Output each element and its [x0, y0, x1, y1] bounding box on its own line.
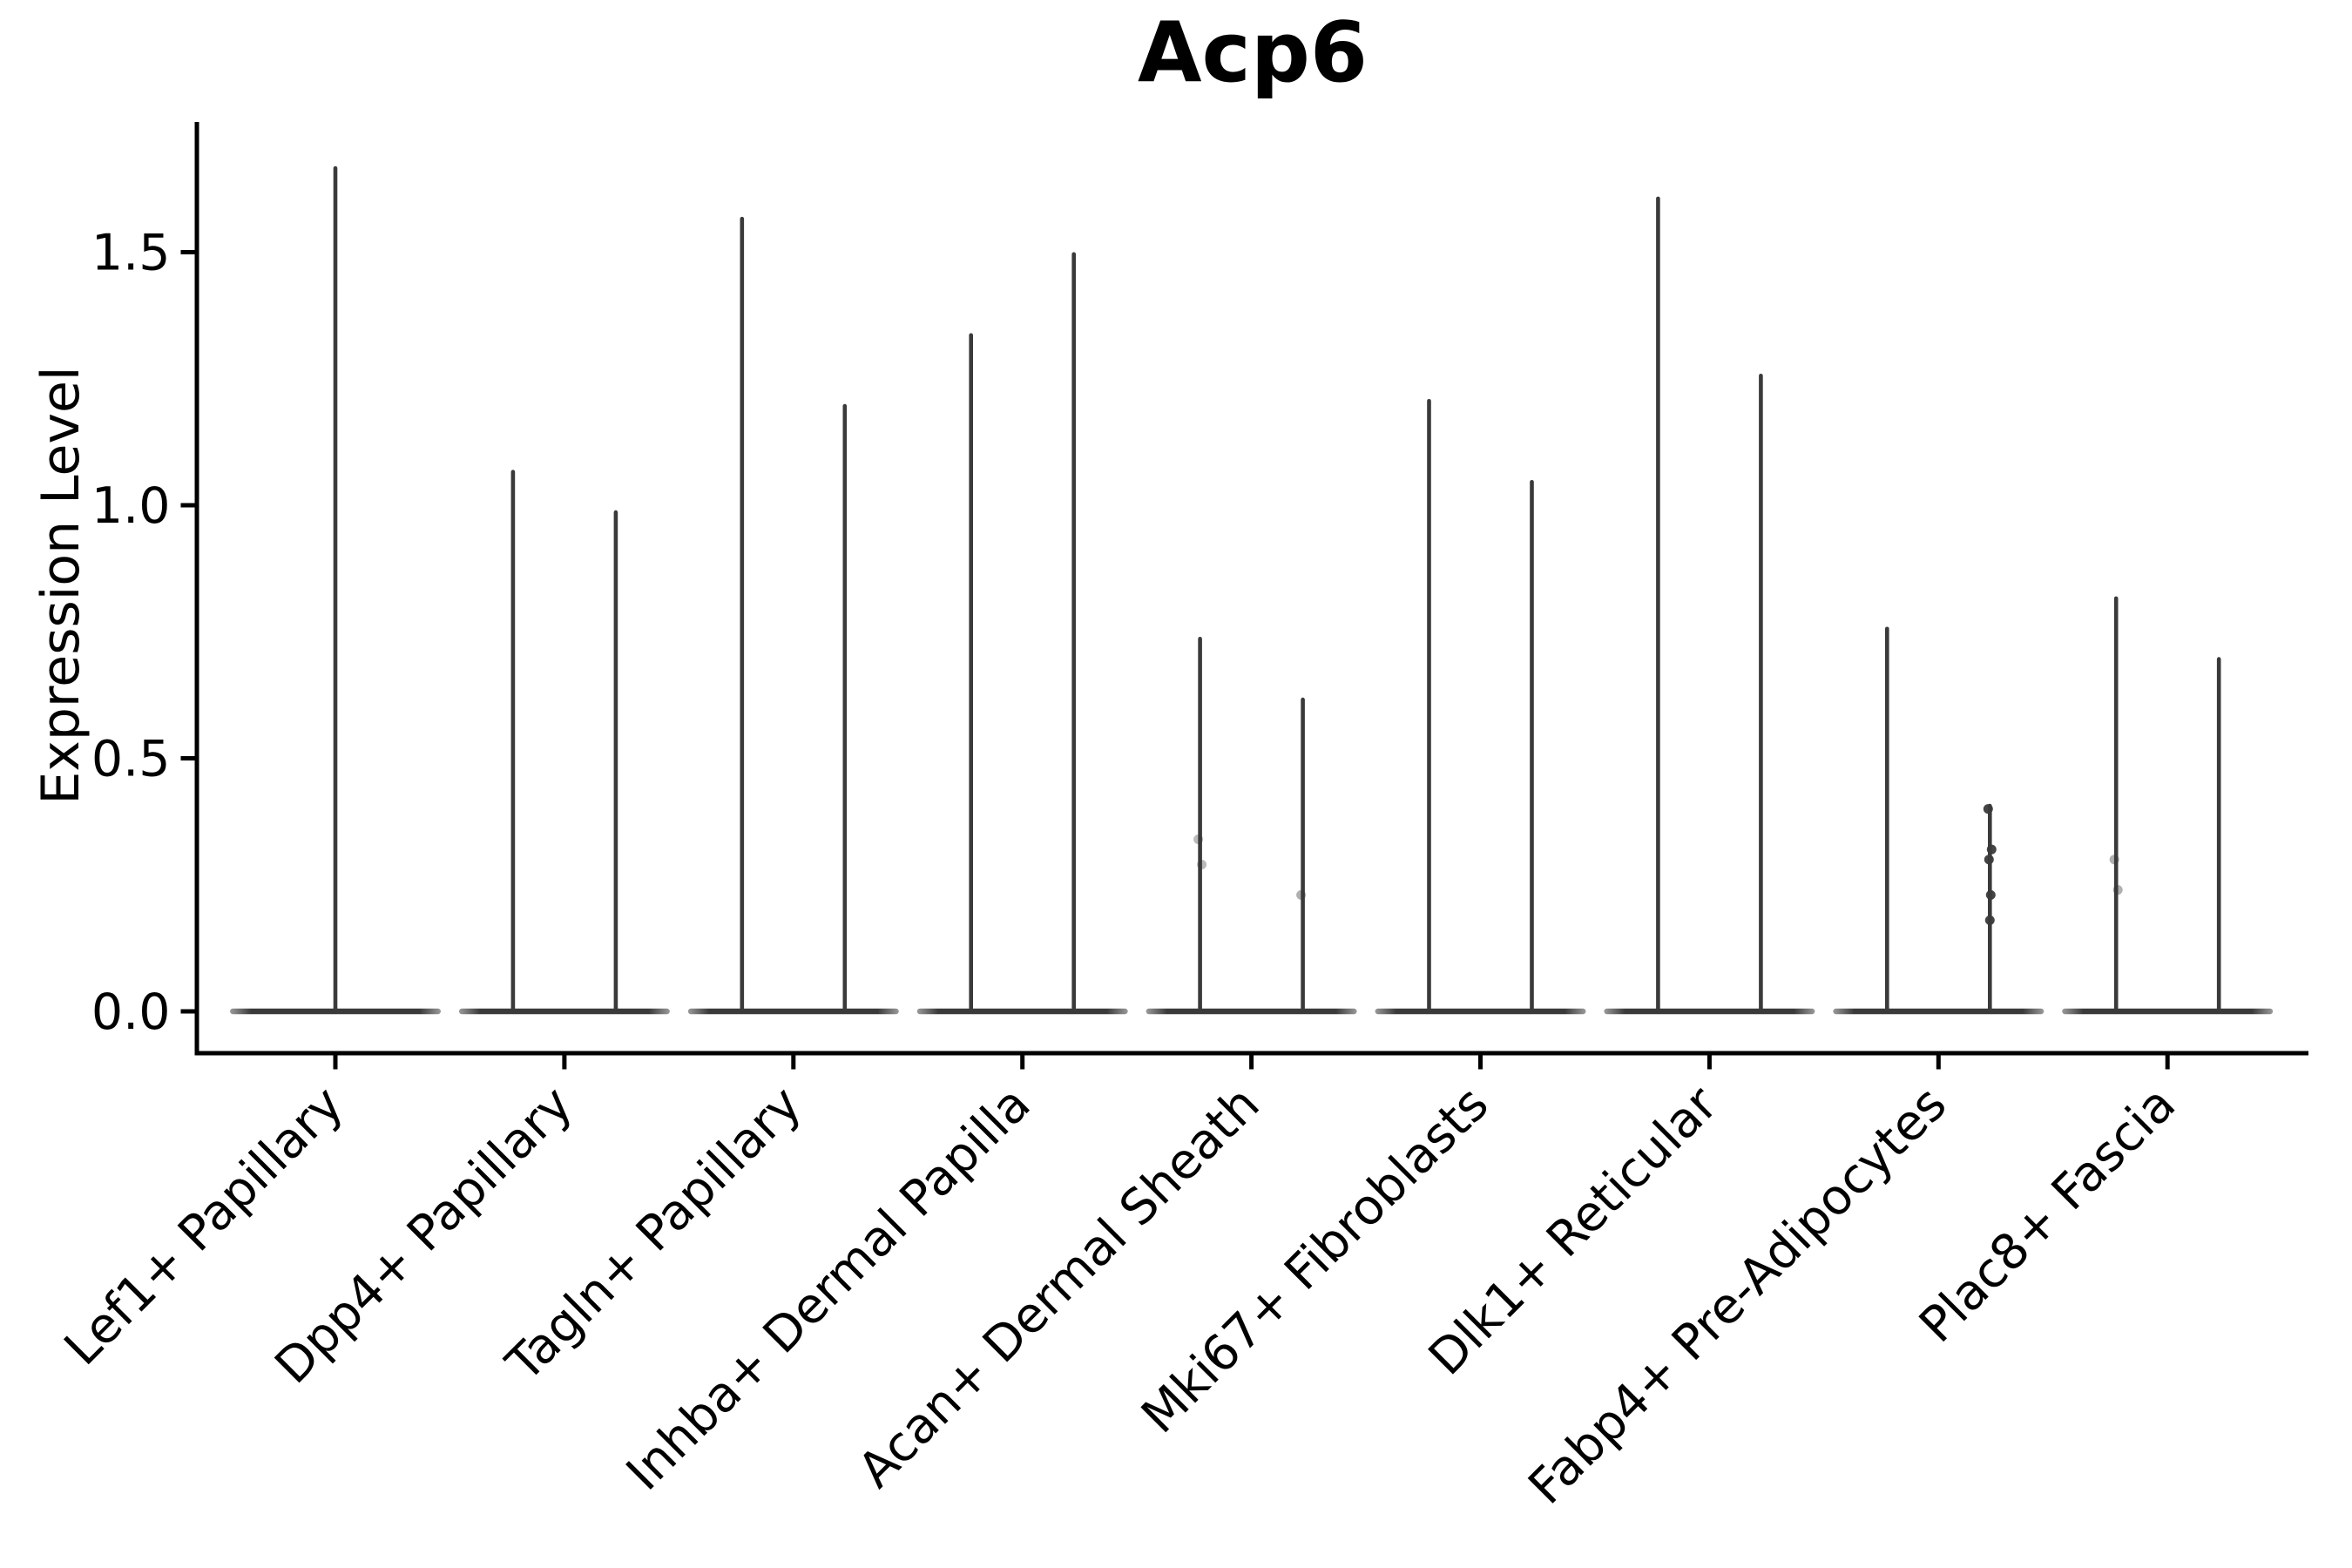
- violin-spike: [2113, 596, 2119, 1013]
- violin-spike: [1759, 373, 1763, 1013]
- x-tick: [562, 1055, 567, 1070]
- violin-spike: [2216, 657, 2221, 1013]
- x-tick: [2165, 1055, 2170, 1070]
- violin-base: [1833, 1008, 2044, 1015]
- x-tick: [1020, 1055, 1025, 1070]
- x-tick-label: Fabp4+ Pre-Adipocytes: [1518, 1076, 1958, 1516]
- violin-spike: [1656, 196, 1660, 1014]
- violin-spike: [842, 403, 848, 1013]
- jitter-point: [1197, 860, 1207, 870]
- violin-base: [458, 1008, 670, 1015]
- jitter-point: [2112, 885, 2123, 896]
- jitter-point: [1296, 889, 1307, 900]
- y-axis-spine: [194, 122, 199, 1056]
- x-tick: [1936, 1055, 1941, 1070]
- axes-layer: [180, 122, 2308, 1070]
- violin-spike: [510, 470, 516, 1013]
- y-tick: [180, 1009, 195, 1014]
- violin-spike: [1530, 479, 1534, 1013]
- x-tick: [1478, 1055, 1483, 1070]
- x-tick-label: Inhba+ Dermal Papilla: [616, 1076, 1042, 1502]
- x-tick: [1707, 1055, 1712, 1070]
- y-tick: [180, 503, 195, 508]
- jitter-point: [1193, 834, 1204, 844]
- violin-spike: [740, 216, 745, 1013]
- violin-spike: [1988, 803, 1992, 1013]
- jitter-point: [1984, 855, 1994, 865]
- jitter-point: [1984, 915, 1995, 925]
- jitter-point: [1985, 889, 1996, 900]
- violin-spike: [1885, 626, 1889, 1013]
- violin-spike: [333, 166, 338, 1014]
- violin-spike: [1427, 398, 1431, 1013]
- violin-base: [1146, 1008, 1357, 1015]
- jitter-points-layer: [1193, 804, 2123, 925]
- violin-base: [1604, 1008, 1815, 1015]
- x-tick: [1249, 1055, 1254, 1070]
- violin-base: [2062, 1008, 2274, 1015]
- x-axis-spine: [194, 1051, 2308, 1056]
- violin-spike: [1071, 252, 1076, 1013]
- jitter-point: [1986, 844, 1997, 855]
- chart-title: Acp6: [1138, 5, 1368, 101]
- y-tick-label: 1.0: [91, 477, 171, 535]
- violin-spike: [613, 510, 618, 1013]
- jitter-point: [1983, 804, 1993, 814]
- y-tick: [180, 756, 195, 760]
- y-tick-label: 1.5: [91, 225, 171, 282]
- violins-layer: [230, 166, 2274, 1015]
- violin-spike: [1301, 697, 1305, 1013]
- violin-spike: [969, 333, 973, 1014]
- violin-base: [1375, 1008, 1586, 1015]
- x-tick: [333, 1055, 338, 1070]
- y-tick-label: 0.5: [91, 731, 171, 788]
- jitter-point: [2109, 855, 2119, 865]
- violin-spike: [1198, 637, 1202, 1013]
- x-tick-label: Acan+ Dermal Sheath: [848, 1076, 1271, 1499]
- y-tick-label: 0.0: [91, 983, 171, 1041]
- x-tick: [791, 1055, 796, 1070]
- y-tick: [180, 250, 195, 254]
- violin-base: [916, 1008, 1128, 1015]
- violin-base: [687, 1008, 899, 1015]
